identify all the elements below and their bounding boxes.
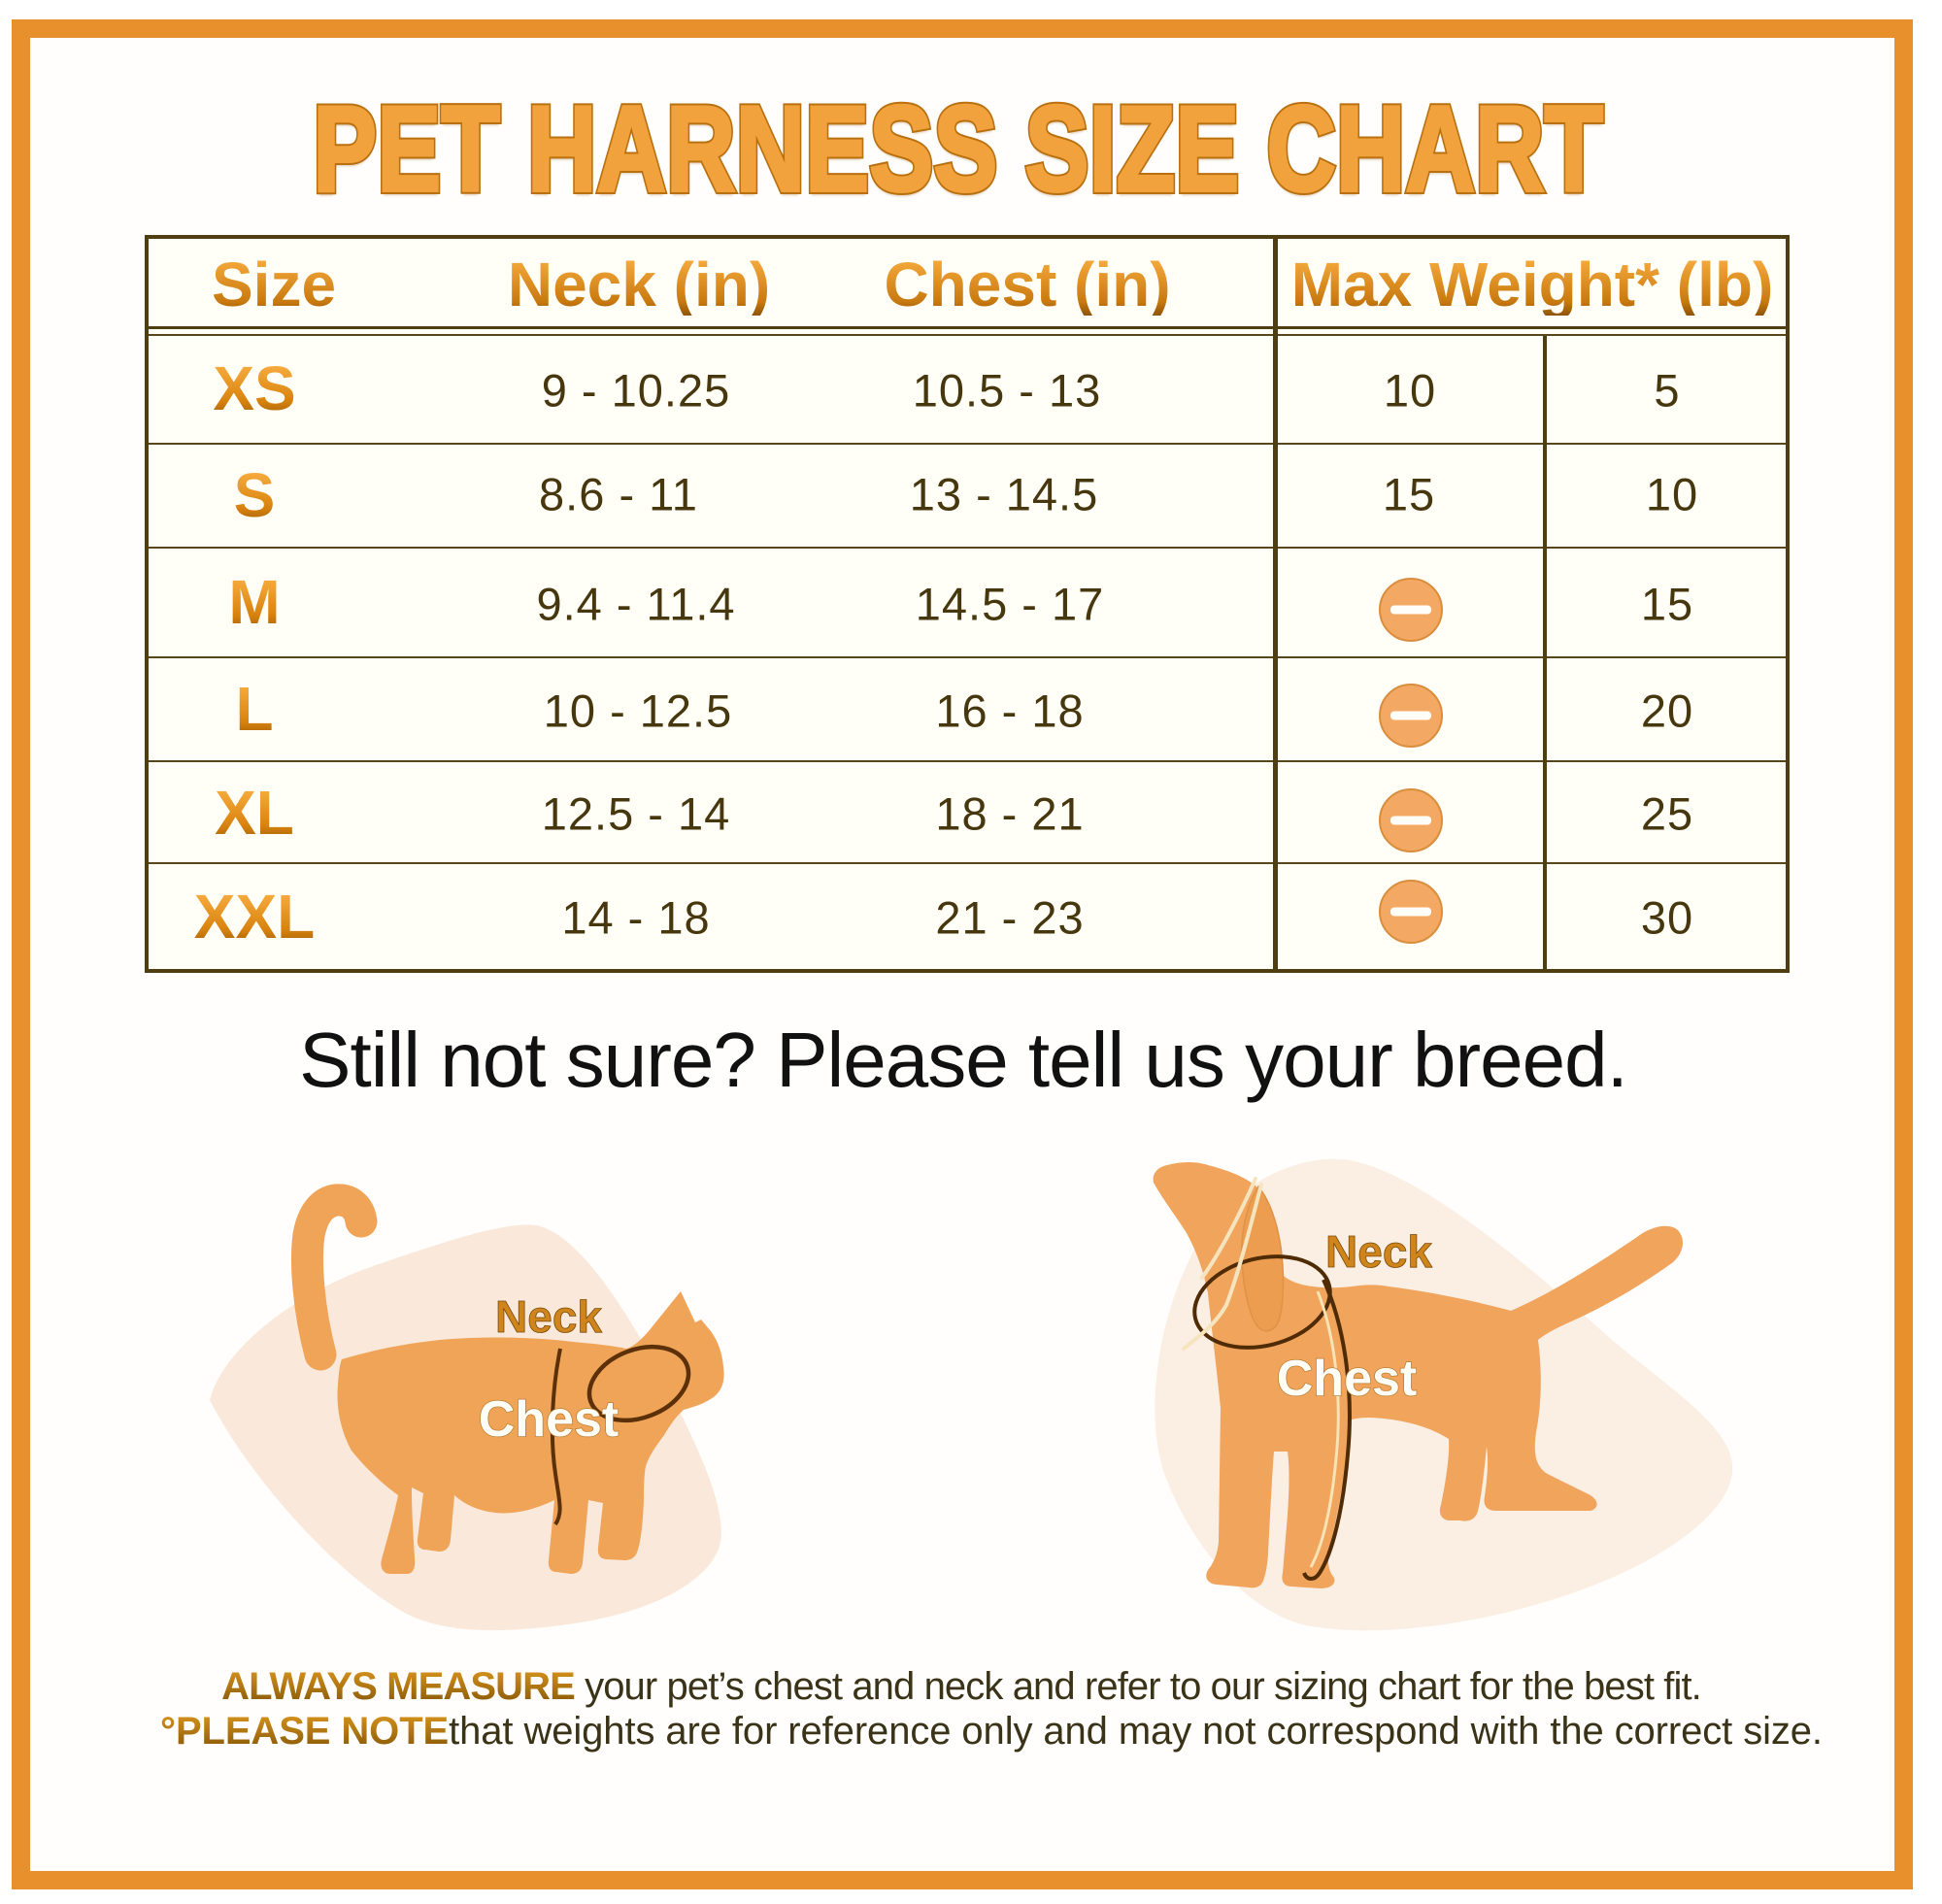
svg-text:Chest: Chest [1277,1351,1417,1407]
svg-text:Neck: Neck [1325,1226,1432,1277]
svg-text:Neck: Neck [495,1291,602,1342]
svg-text:Chest: Chest [479,1391,619,1448]
